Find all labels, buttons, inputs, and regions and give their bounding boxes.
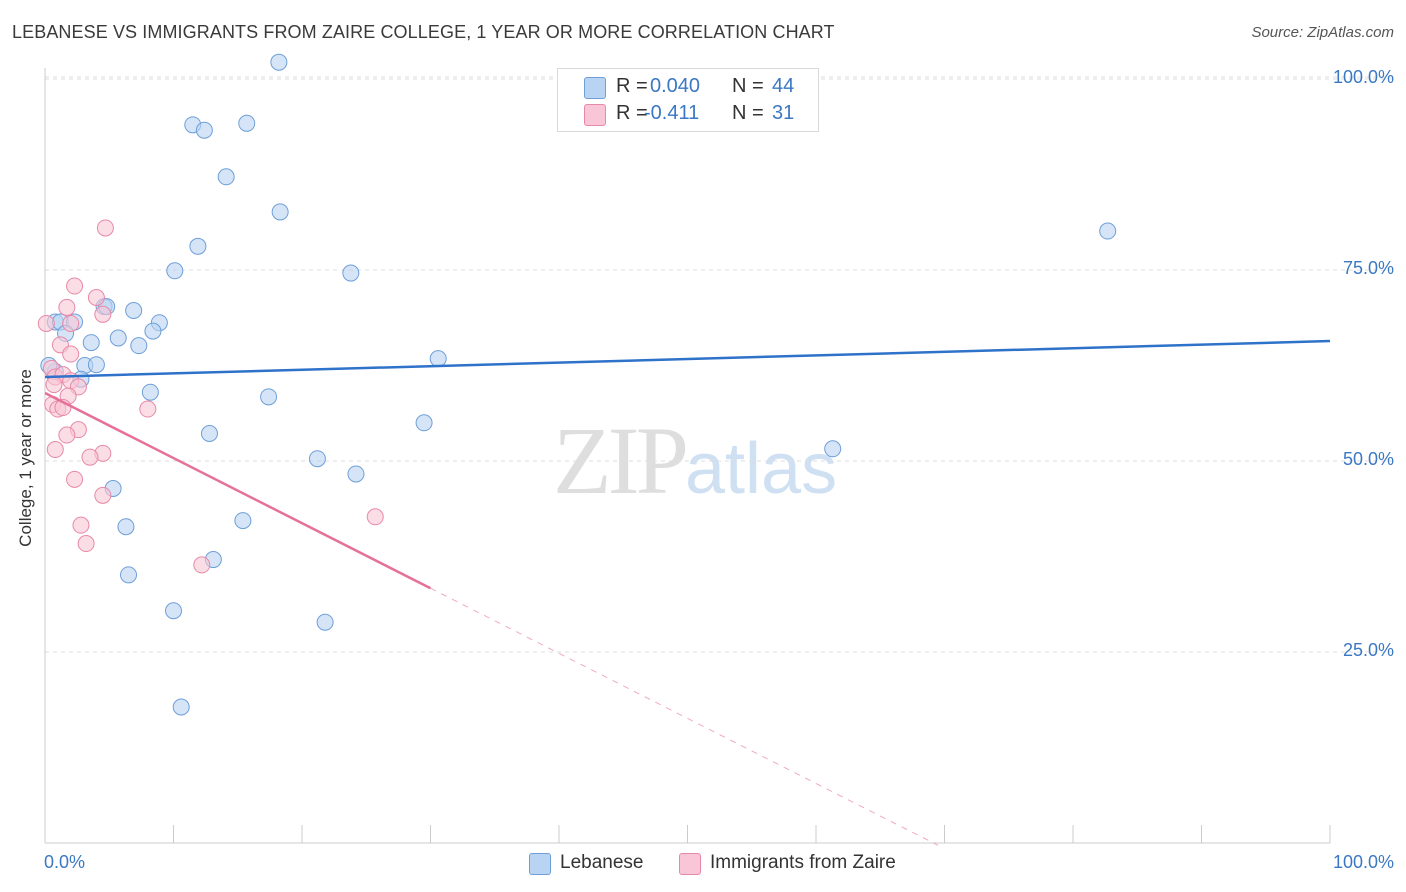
lebanese-point — [141, 383, 159, 401]
y-tick-label: 75.0% — [1342, 258, 1394, 278]
zaire-point — [366, 508, 384, 526]
zaire-point — [94, 305, 112, 323]
zaire-point — [87, 289, 105, 307]
n-label: N = — [732, 102, 764, 124]
zaire-legend-swatch — [679, 853, 701, 875]
source-label: Source: ZipAtlas.com — [1251, 24, 1394, 41]
zaire-swatch — [584, 104, 606, 126]
gridlines — [45, 76, 1392, 653]
zaire-point — [62, 314, 80, 332]
lebanese-point — [130, 337, 148, 355]
trend-lines — [44, 339, 1331, 846]
chart-title: LEBANESE VS IMMIGRANTS FROM ZAIRE COLLEG… — [12, 22, 835, 42]
lebanese-point — [260, 388, 278, 406]
n-value: 44 — [772, 75, 795, 97]
lebanese-point — [109, 329, 127, 347]
zaire-points — [37, 219, 384, 574]
y-tick-label: 50.0% — [1342, 449, 1394, 469]
zaire-point — [45, 376, 63, 394]
lebanese-point — [120, 566, 138, 584]
zaire-point — [193, 556, 211, 574]
lebanese-trend-line — [44, 339, 1331, 379]
zaire-point — [66, 277, 84, 295]
lebanese-point — [308, 450, 326, 468]
lebanese-point — [200, 424, 218, 442]
zaire-trend-line — [44, 391, 432, 590]
lebanese-point — [144, 322, 162, 340]
zaire-trend-extension — [430, 587, 939, 846]
lebanese-point — [117, 518, 135, 536]
lebanese-point — [342, 264, 360, 282]
zaire-point — [37, 314, 55, 332]
lebanese-point — [172, 698, 190, 716]
zaire-point — [139, 400, 157, 418]
lebanese-point — [217, 168, 235, 186]
zaire-point — [58, 298, 76, 316]
n-label: N = — [732, 75, 764, 97]
lebanese-point — [189, 237, 207, 255]
lebanese-point — [1099, 222, 1117, 240]
zaire-point — [96, 219, 114, 237]
lebanese-point — [415, 414, 433, 432]
lebanese-point — [238, 114, 256, 132]
lebanese-legend-swatch — [529, 853, 551, 875]
watermark-atlas: atlas — [685, 429, 838, 509]
r-value: 0.040 — [650, 75, 701, 97]
lebanese-point — [195, 121, 213, 139]
n-value: 31 — [772, 102, 795, 124]
x-tick-label-min: 0.0% — [44, 852, 86, 872]
r-label: R = — [616, 102, 648, 124]
y-tick-label: 25.0% — [1342, 640, 1394, 660]
zaire-point — [77, 535, 95, 553]
zaire-point — [94, 486, 112, 504]
zaire-point — [66, 470, 84, 488]
zaire-point — [58, 426, 76, 444]
lebanese-point — [270, 53, 288, 71]
lebanese-point — [125, 301, 143, 319]
lebanese-point — [166, 262, 184, 280]
x-tick-label-max: 100.0% — [1332, 852, 1394, 872]
y-axis-label: College, 1 year or more — [16, 369, 35, 547]
lebanese-point — [429, 350, 447, 368]
lebanese-point — [87, 356, 105, 374]
lebanese-point — [234, 512, 252, 530]
lebanese-point — [271, 203, 289, 221]
lebanese-points — [40, 53, 1117, 716]
lebanese-swatch — [584, 77, 606, 99]
lebanese-point — [316, 613, 334, 631]
y-tick-label: 100.0% — [1332, 67, 1394, 87]
r-value: -0.411 — [644, 102, 700, 124]
zaire-point — [72, 516, 90, 534]
lebanese-legend-label: Lebanese — [560, 852, 644, 873]
lebanese-point — [82, 334, 100, 352]
zaire-point — [81, 448, 99, 466]
lebanese-point — [165, 602, 182, 620]
correlation-legend: R = 0.040 N = 44 R = -0.411 N = 31 — [557, 68, 819, 132]
r-label: R = — [616, 75, 648, 97]
lebanese-point — [824, 440, 842, 458]
zaire-point — [46, 441, 64, 459]
zaire-point — [62, 345, 80, 363]
zaire-legend-label: Immigrants from Zaire — [710, 852, 896, 873]
axes — [44, 68, 1331, 844]
lebanese-point — [347, 465, 365, 483]
